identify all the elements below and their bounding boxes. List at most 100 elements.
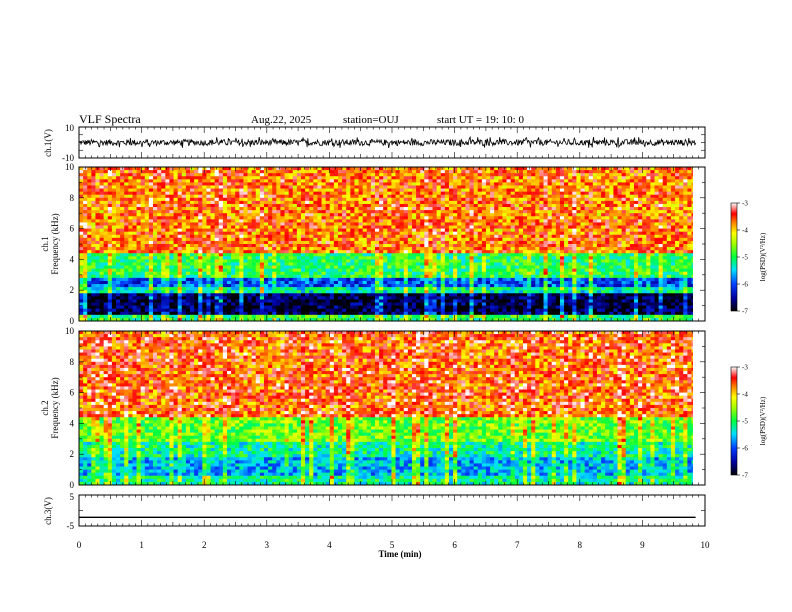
spectrogram-cell [165,244,170,248]
spectrogram-cell [329,207,335,211]
spectrogram-cell [420,240,425,245]
spectrogram-cell [222,176,228,180]
spectrogram-cell [177,234,183,239]
spectrogram-cell [354,259,359,263]
spectrogram-cell [268,207,273,211]
spectrogram-cell [107,231,113,236]
spectrogram-cell [457,207,462,211]
spectrogram-cell [165,210,170,214]
spectrogram-cell [247,240,253,245]
spectrogram-cell [387,240,392,245]
spectrogram-cell [144,176,150,180]
spectrogram-cell [140,247,146,251]
spectrogram-cell [313,237,318,242]
spectrogram-cell [596,207,602,211]
spectrogram-cell [99,188,105,193]
spectrogram-cell [391,167,396,171]
spectrogram-cell [502,259,507,263]
spectrogram-cell [185,213,191,217]
spectrogram-cell [601,216,606,220]
spectrogram-cell [477,250,483,254]
spectrogram-cell [617,259,623,263]
spectrogram-cell [251,167,257,171]
spectrogram-cell [226,182,232,186]
spectrogram-cell [473,222,479,226]
spectrogram-cell [379,179,384,183]
spectrogram-cell [383,219,388,223]
spectrogram-cell [613,191,618,196]
spectrogram-cell [473,259,479,263]
spectrogram-cell [374,213,380,217]
spectrogram-cell [120,207,125,211]
spectrogram-cell [448,228,454,233]
spectrogram-cell [584,225,590,229]
spectrogram-cell [572,228,577,233]
spectrogram-cell [284,262,290,266]
spectrogram-cell [161,200,166,205]
spectrogram-cell [650,173,655,177]
spectrogram-cell [210,259,216,263]
spectrogram-cell [621,197,627,202]
spectrogram-cell [337,219,343,223]
spectrogram-cell [527,188,532,193]
spectrogram-cell [440,197,446,202]
spectrogram-cell [214,210,220,214]
spectrogram-cell [572,167,577,171]
spectrogram-cell [666,228,672,233]
spectrogram-cell [247,219,253,223]
spectrogram-cell [675,210,680,214]
spectrogram-cell [157,203,162,208]
spectrogram-cell [535,210,540,214]
spectrogram-cell [691,222,693,226]
spectrogram-cell [391,191,396,196]
spectrogram-cell [263,253,269,257]
spectrogram-cell [691,231,693,236]
spectrogram-cell [116,250,121,254]
spectrogram-cell [259,240,265,245]
spectrogram-cell [555,259,561,263]
spectrogram-cell [453,173,458,177]
spectrogram-cell [206,179,211,183]
spectrogram-cell [218,231,224,236]
spectrogram-cell [559,203,565,208]
spectrogram-cell [165,228,170,233]
spectrogram-cell [337,200,343,205]
spectrogram-cell [337,234,343,239]
spectrogram-cell [198,194,203,199]
spectrogram-cell [675,222,680,226]
spectrogram-cell [263,207,269,211]
spectrogram-cell [321,197,327,202]
spectrogram-cell [527,247,532,251]
spectrogram-cell [584,207,590,211]
spectrogram-cell [198,216,203,220]
spectrogram-cell [111,262,117,266]
spectrogram-cell [342,188,347,193]
spectrogram-cell [621,173,627,177]
spectrogram-cell [280,207,285,211]
spectrogram-cell [87,225,92,229]
spectrogram-cell [346,213,351,217]
spectrogram-cell [95,222,100,226]
spectrogram-cell [650,225,655,229]
spectrogram-cell [658,231,664,236]
spectrogram-cell [654,231,660,236]
spectrogram-cell [535,179,540,183]
spectrogram-cell [576,234,581,239]
spectrogram-cell [469,244,475,248]
spectrogram-cell [124,207,129,211]
spectrogram-cell [642,256,647,260]
spectrogram-cell [514,173,520,177]
spectrogram-cell [461,188,466,193]
spectrogram-cell [576,222,581,226]
spectrogram-cell [124,173,129,177]
spectrogram-cell [194,222,199,226]
spectrogram-cell [605,228,610,233]
spectrogram-cell [79,167,84,171]
spectrogram-cell [321,234,327,239]
spectrogram-cell [177,170,183,174]
spectrogram-cell [522,167,528,171]
spectrogram-cell [617,167,623,171]
spectrogram-cell [206,219,211,223]
spectrogram-cell [662,200,668,205]
spectrogram-cell [539,262,544,266]
